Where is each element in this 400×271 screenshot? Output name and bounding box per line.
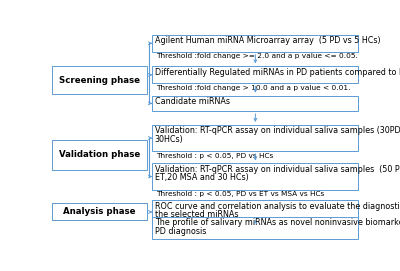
Text: Threshold : p < 0.05, PD vs HCs: Threshold : p < 0.05, PD vs HCs [156, 153, 274, 159]
Text: Threshold :fold change > 10.0 and a p value < 0.01.: Threshold :fold change > 10.0 and a p va… [156, 85, 351, 91]
Text: Validation: RT-qPCR assay on individual saliva samples  (50 PD,20: Validation: RT-qPCR assay on individual … [155, 164, 400, 173]
Bar [152, 35, 358, 52]
Text: Threshold :fold change >= 2.0 and a p value <= 0.05.: Threshold :fold change >= 2.0 and a p va… [156, 53, 358, 59]
Text: PD diagnosis: PD diagnosis [155, 227, 206, 236]
Text: Agilent Human miRNA Microarray array  (5 PD vs 5 HCs): Agilent Human miRNA Microarray array (5 … [155, 36, 380, 45]
Text: Candidate miRNAs: Candidate miRNAs [155, 97, 230, 106]
Bar [152, 66, 358, 83]
Text: 30HCs): 30HCs) [155, 135, 183, 144]
Bar [52, 204, 147, 220]
Text: Analysis phase: Analysis phase [63, 207, 136, 217]
Text: The profile of salivary miRNAs as novel noninvasive biomarkers for: The profile of salivary miRNAs as novel … [155, 218, 400, 227]
Text: Validation: RT-qPCR assay on individual saliva samples (30PD vs: Validation: RT-qPCR assay on individual … [155, 126, 400, 135]
Bar [52, 140, 147, 170]
Bar [152, 125, 358, 151]
Bar [152, 96, 358, 111]
Text: Screening phase: Screening phase [59, 76, 140, 85]
Text: Validation phase: Validation phase [59, 150, 140, 159]
Bar [152, 217, 358, 239]
Bar [52, 66, 147, 94]
Bar [152, 200, 358, 224]
Text: Threshold : p < 0.05, PD vs ET vs MSA vs HCs: Threshold : p < 0.05, PD vs ET vs MSA vs… [156, 191, 324, 197]
Text: the selected miRNAs: the selected miRNAs [155, 210, 238, 220]
Bar [152, 163, 358, 190]
Text: ET,20 MSA and 30 HCs): ET,20 MSA and 30 HCs) [155, 173, 248, 182]
Text: ROC curve and correlation analysis to evaluate the diagnostic value of: ROC curve and correlation analysis to ev… [155, 202, 400, 211]
Text: Differentially Regulated miRNAs in PD patients compared to HCs: Differentially Regulated miRNAs in PD pa… [155, 67, 400, 76]
